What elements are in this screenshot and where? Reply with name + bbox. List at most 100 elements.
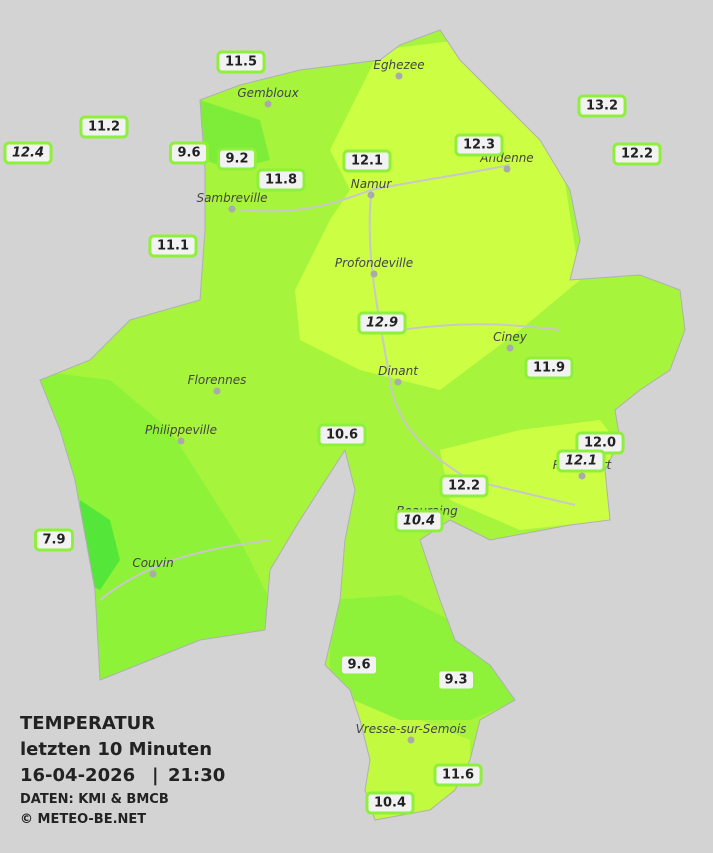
station-value: 9.3	[444, 673, 467, 688]
station-box	[357, 311, 407, 335]
station-value: 11.9	[533, 361, 565, 376]
station-box	[439, 474, 489, 498]
station-box	[435, 668, 477, 692]
station-value: 9.6	[347, 658, 370, 673]
station-box	[365, 791, 415, 815]
rivers	[99, 164, 576, 601]
station-box	[612, 142, 662, 166]
town-dot	[213, 387, 221, 395]
town-dot	[407, 736, 415, 744]
station: 12.2	[439, 474, 489, 498]
station: 11.8	[256, 168, 306, 192]
station-value: 9.6	[177, 146, 200, 161]
town-dot	[395, 72, 403, 80]
station-box	[148, 234, 198, 258]
town-dot	[367, 191, 375, 199]
station: 7.9	[33, 528, 75, 552]
station-value: 12.9	[366, 316, 398, 331]
station-box	[524, 356, 574, 380]
station: 12.4	[3, 141, 53, 165]
station-box	[394, 509, 444, 533]
station: 12.1	[342, 149, 392, 173]
station-value: 11.8	[265, 173, 297, 188]
legend-title: TEMPERATUR	[20, 713, 155, 734]
station-box	[168, 141, 210, 165]
station-value: 12.1	[351, 154, 383, 169]
town-dot	[503, 165, 511, 173]
legend-period: letzten 10 Minuten	[20, 739, 212, 760]
station-value: 13.2	[586, 99, 618, 114]
town-label: Vresse-sur-Semois	[356, 722, 467, 736]
station-box	[556, 449, 606, 473]
station: 9.3	[435, 668, 477, 692]
town-dot	[578, 472, 586, 480]
station: 9.2	[216, 147, 258, 171]
town-label: Gembloux	[237, 86, 299, 100]
station-value: 12.2	[621, 147, 653, 162]
station-box	[3, 141, 53, 165]
town-dot	[177, 437, 185, 445]
station-box	[342, 149, 392, 173]
station-box	[33, 528, 75, 552]
station-value: 11.2	[88, 120, 120, 135]
station: 12.3	[454, 133, 504, 157]
station-box	[577, 94, 627, 118]
station-value: 11.6	[442, 768, 474, 783]
station-value: 7.9	[42, 533, 65, 548]
town-label: Philippeville	[145, 423, 217, 437]
station-value: 12.2	[448, 479, 480, 494]
town-label: Couvin	[132, 556, 173, 570]
town-label: Profondeville	[335, 256, 413, 270]
town-dot	[394, 378, 402, 386]
station-box	[79, 115, 129, 139]
station-box	[454, 133, 504, 157]
town-dot	[370, 270, 378, 278]
town-label: Florennes	[188, 373, 247, 387]
station: 13.2	[577, 94, 627, 118]
town-label: Eghezee	[373, 58, 424, 72]
station-value: 12.1	[565, 454, 597, 469]
town-dot	[228, 205, 236, 213]
station: 11.2	[79, 115, 129, 139]
station: 11.1	[148, 234, 198, 258]
station: 9.6	[338, 653, 380, 677]
station-value: 12.3	[463, 138, 495, 153]
town-label: Ciney	[493, 330, 528, 344]
station-value: 12.4	[12, 146, 44, 161]
station: 9.6	[168, 141, 210, 165]
legend-separator: |	[152, 765, 159, 786]
station-box	[433, 763, 483, 787]
town-dot	[264, 100, 272, 108]
town-dot	[149, 570, 157, 578]
town-dot	[506, 344, 514, 352]
station: 12.2	[612, 142, 662, 166]
station-value: 10.4	[403, 514, 435, 529]
station-box	[216, 147, 258, 171]
station-box	[216, 50, 266, 74]
station-value: 10.4	[374, 796, 406, 811]
station: 11.9	[524, 356, 574, 380]
town-label: Dinant	[378, 364, 419, 378]
legend-source: DATEN: KMI & BMCB	[20, 792, 169, 807]
station: 11.6	[433, 763, 483, 787]
station: 10.4	[394, 509, 444, 533]
station: 12.9	[357, 311, 407, 335]
station-value: 10.6	[326, 428, 358, 443]
town-label: Sambreville	[196, 191, 267, 205]
station: 10.6	[317, 423, 367, 447]
station: 12.1	[556, 449, 606, 473]
station-value: 9.2	[225, 152, 248, 167]
legend-date: 16-04-2026	[20, 765, 135, 786]
legend-time: 21:30	[168, 765, 225, 786]
station-box	[338, 653, 380, 677]
station-value: 11.1	[157, 239, 189, 254]
station-value: 11.5	[225, 55, 257, 70]
legend-copyright: © METEO-BE.NET	[20, 812, 146, 827]
station-box	[317, 423, 367, 447]
station-value: 12.0	[584, 436, 616, 451]
station-box	[256, 168, 306, 192]
station: 10.4	[365, 791, 415, 815]
town-label: Namur	[351, 177, 393, 191]
station: 11.5	[216, 50, 266, 74]
